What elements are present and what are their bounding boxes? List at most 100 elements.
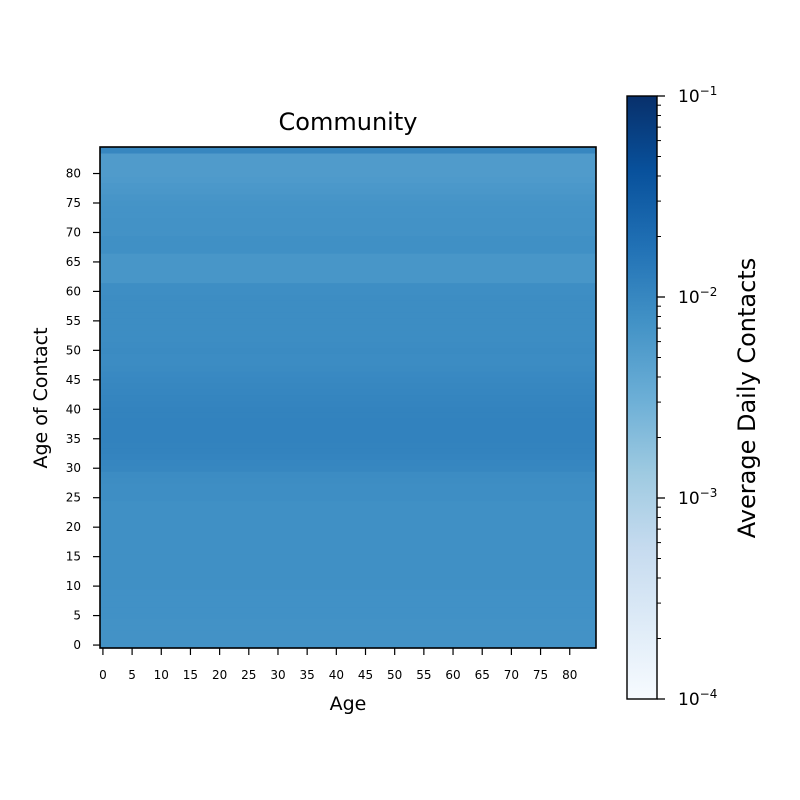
x-tick-label: 75 (533, 668, 548, 682)
heatmap-row (100, 217, 596, 225)
heatmap-row (100, 211, 596, 219)
heatmap-row (100, 270, 596, 278)
heatmap-row (100, 306, 596, 313)
x-tick-label: 35 (300, 668, 315, 682)
y-tick-label: 50 (66, 343, 81, 357)
heatmap-row (100, 182, 596, 189)
x-tick-label: 50 (387, 668, 402, 682)
heatmap-row (100, 288, 596, 295)
y-tick-label: 70 (66, 225, 81, 239)
y-tick-label: 75 (66, 196, 81, 210)
heatmap-row (100, 312, 596, 319)
heatmap-row (100, 164, 596, 172)
heatmap-row (100, 512, 596, 519)
x-tick-label: 5 (128, 668, 136, 682)
heatmap-row (100, 317, 596, 325)
heatmap-row (100, 329, 596, 337)
heatmap-row (100, 630, 596, 637)
chart-title: Community (279, 108, 418, 136)
y-tick-label: 20 (66, 520, 81, 534)
y-tick-label: 55 (66, 314, 81, 328)
y-axis-ticks: 0 5 10 15 20 25 30 35 40 45 50 55 60 65 70 75 80 (66, 167, 100, 652)
heatmap-row (100, 547, 596, 555)
heatmap-row (100, 205, 596, 213)
heatmap-row (100, 482, 596, 490)
heatmap-row (100, 565, 596, 572)
colorbar (626, 95, 658, 700)
heatmap-row (100, 424, 596, 431)
heatmap-row (100, 158, 596, 166)
heatmap-row (100, 200, 596, 207)
heatmap-row (100, 341, 596, 348)
heatmap-row (100, 229, 596, 237)
heatmap-row (100, 247, 596, 254)
x-tick-label: 0 (99, 668, 107, 682)
colorbar-tick-label: 10−2 (678, 285, 717, 308)
heatmap-row (100, 406, 596, 413)
heatmap-row (100, 353, 596, 360)
heatmap-row (100, 300, 596, 307)
heatmap-row (100, 571, 596, 578)
heatmap-row (100, 642, 596, 649)
heatmap-row (100, 559, 596, 567)
heatmap-row (100, 506, 596, 514)
y-axis-label: Age of Contact (30, 327, 52, 468)
heatmap-row (100, 388, 596, 396)
x-tick-label: 15 (183, 668, 198, 682)
heatmap-row (100, 589, 596, 596)
heatmap-row (100, 488, 596, 496)
x-axis-ticks: 0 5 10 15 20 25 30 35 40 45 50 55 60 65 70 75 80 (99, 648, 577, 682)
heatmap-row (100, 176, 596, 183)
colorbar-tick-label: 10−1 (678, 84, 717, 107)
heatmap-row (100, 335, 596, 343)
y-tick-label: 65 (66, 255, 81, 269)
x-tick-label: 30 (270, 668, 285, 682)
heatmap-row (100, 429, 596, 437)
heatmap-row (100, 500, 596, 508)
heatmap-row (100, 235, 596, 242)
x-tick-label: 40 (329, 668, 344, 682)
heatmap-row (100, 382, 596, 390)
y-tick-label: 25 (66, 491, 81, 505)
x-tick-label: 70 (504, 668, 519, 682)
heatmap-row (100, 188, 596, 195)
colorbar-label: Average Daily Contacts (733, 258, 761, 538)
heatmap-row (100, 147, 596, 154)
heatmap-row (100, 524, 596, 531)
y-tick-label: 45 (66, 373, 81, 387)
x-tick-label: 25 (241, 668, 256, 682)
x-tick-label: 20 (212, 668, 227, 682)
heatmap-row (100, 536, 596, 543)
x-tick-label: 55 (416, 668, 431, 682)
y-tick-label: 0 (73, 638, 81, 652)
heatmap-row (100, 624, 596, 631)
heatmap-row (100, 347, 596, 354)
heatmap-row (100, 258, 596, 266)
heatmap-row (100, 577, 596, 584)
y-tick-label: 5 (73, 609, 81, 623)
heatmap-row (100, 636, 596, 643)
colorbar-ticks: 10−1 10−2 10−3 10−4 (657, 84, 717, 710)
heatmap-row (100, 447, 596, 455)
heatmap-cells (100, 147, 596, 649)
heatmap-row (100, 583, 596, 590)
heatmap-row (100, 323, 596, 331)
heatmap-row (100, 541, 596, 549)
heatmap-row (100, 471, 596, 478)
y-tick-label: 60 (66, 284, 81, 298)
heatmap-row (100, 359, 596, 366)
plot-frame (99, 146, 597, 649)
heatmap-row (100, 194, 596, 201)
heatmap-row (100, 553, 596, 561)
colorbar-tick-label: 10−4 (678, 687, 717, 710)
heatmap-row (100, 518, 596, 525)
heatmap-row (100, 282, 596, 290)
x-axis-label: Age (330, 693, 367, 715)
heatmap-row (100, 453, 596, 460)
heatmap-row (100, 370, 596, 378)
y-tick-label: 40 (66, 402, 81, 416)
y-tick-label: 10 (66, 579, 81, 593)
heatmap-row (100, 253, 596, 260)
heatmap-row (100, 441, 596, 449)
